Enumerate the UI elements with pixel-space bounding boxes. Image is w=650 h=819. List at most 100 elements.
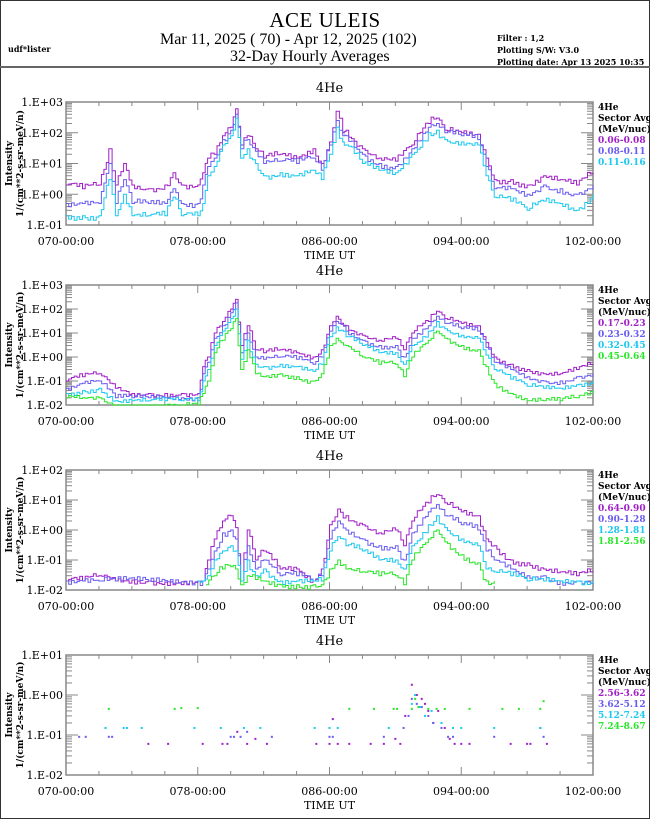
x-axis-label: TIME UT [304, 249, 356, 262]
data-point [493, 726, 496, 729]
data-point [443, 726, 446, 729]
panel-3: 4He 1.E+02 1.E+01 1.E+00 1.E-01 1.E-02 070-00:… [5, 449, 650, 627]
data-point [387, 726, 390, 729]
legend-entry: 3.62-5.12 [598, 700, 646, 710]
data-point [414, 697, 417, 700]
y-tick-label: 1.E+02 [21, 127, 63, 140]
data-point [415, 694, 418, 696]
data-point [107, 707, 110, 710]
series-0.90-1.28 [66, 504, 594, 586]
data-point [84, 735, 87, 738]
x-tick-label: 078-00:00 [170, 415, 226, 428]
data-point [246, 742, 249, 745]
axes-frame [65, 654, 594, 776]
series-1.81-2.56 [206, 529, 495, 590]
y-tick-label: 1.E+03 [21, 96, 63, 109]
legend-entry: 0.64-0.90 [598, 504, 646, 514]
legend-header: Sector Avg [598, 482, 650, 492]
y-tick-label: 1.E-02 [27, 584, 63, 597]
data-point [493, 735, 496, 738]
data-point [430, 709, 433, 712]
data-point [452, 726, 455, 729]
data-point [424, 714, 427, 717]
y-tick-label: 1.E-01 [27, 554, 63, 567]
data-point [437, 709, 440, 712]
x-axis-label: TIME UT [304, 429, 356, 442]
data-point [265, 742, 268, 745]
plot-title: ACE ULEIS [269, 8, 381, 32]
data-point [196, 707, 199, 710]
series-1.28-1.81 [197, 515, 594, 586]
series-line [197, 515, 594, 586]
data-point [221, 742, 224, 745]
data-point [104, 726, 107, 729]
y-tick-label: 1.E+02 [21, 303, 63, 316]
data-point [427, 707, 430, 710]
series-line [66, 318, 594, 406]
data-point [122, 726, 125, 729]
y-tick-label: 1.E+01 [21, 327, 63, 340]
data-point [542, 700, 545, 703]
x-tick-label: 102-00:00 [565, 785, 621, 798]
data-point [107, 735, 110, 738]
y-axis-label: Intensity [5, 140, 15, 186]
series-line [66, 494, 594, 586]
x-axis-label: TIME UT [304, 614, 356, 627]
data-point [517, 707, 520, 710]
legend-entry: 0.90-1.28 [598, 515, 646, 525]
data-point [443, 707, 446, 710]
data-point [432, 721, 435, 724]
data-point [173, 707, 176, 710]
data-point [254, 737, 257, 740]
y-tick-label: 1.E-01 [27, 729, 63, 742]
data-point [435, 707, 438, 710]
data-point [331, 735, 334, 738]
data-point [440, 721, 443, 724]
data-point [453, 742, 456, 745]
data-point [328, 742, 331, 745]
x-tick-label: 094-00:00 [433, 600, 489, 613]
y-tick-label: 1.E+00 [21, 188, 63, 201]
data-point [392, 707, 395, 710]
data-point [140, 726, 143, 729]
y-tick-label: 1.E+00 [21, 351, 63, 364]
data-point [501, 707, 504, 710]
legend-entry: 5.12-7.24 [598, 711, 646, 721]
legend-header: (MeV/nuc) [598, 124, 650, 135]
data-point [427, 709, 430, 712]
data-point [239, 735, 242, 738]
series-0.32-0.45 [66, 308, 594, 403]
legend-entry: 1.81-2.56 [598, 537, 646, 547]
data-point [236, 730, 239, 733]
y-tick-label: 1.E-02 [27, 769, 63, 782]
legend-header: 4He [598, 656, 619, 666]
data-point [226, 742, 229, 745]
data-point [399, 742, 402, 745]
x-axis-label: TIME UT [304, 799, 356, 812]
data-point [229, 735, 232, 738]
data-point [410, 683, 413, 686]
series-line [206, 529, 495, 590]
x-tick-label: 102-00:00 [565, 415, 621, 428]
series-0.11-0.16 [66, 117, 594, 221]
y-axis-units: 1/(cm**2-s-sr-meV/n) [15, 292, 26, 399]
legend-entry: 0.08-0.11 [598, 147, 646, 157]
data-point [328, 726, 331, 729]
x-tick-label: 086-00:00 [301, 235, 357, 248]
legend-entry: 7.24-8.67 [598, 722, 646, 732]
legend-header: (MeV/nuc) [598, 492, 650, 503]
panel-4: 4He 1.E+01 1.E+00 1.E-01 1.E-02 070-00:00 078-… [5, 634, 650, 812]
panel-2: 4He 1.E+03 1.E+02 1.E+01 1.E+00 1.E-01 1.E-02 0… [5, 264, 650, 442]
data-point [452, 735, 455, 738]
x-tick-label: 086-00:00 [301, 415, 357, 428]
x-tick-label: 094-00:00 [433, 785, 489, 798]
data-point [219, 726, 222, 729]
y-tick-label: 1.E+03 [21, 279, 63, 292]
data-point [331, 718, 334, 721]
data-point [468, 742, 471, 745]
legend-entry: 1.28-1.81 [598, 526, 646, 536]
series-3.62-5.12 [78, 697, 545, 738]
x-tick-label: 070-00:00 [38, 600, 94, 613]
averaging-label: 32-Day Hourly Averages [230, 48, 390, 65]
